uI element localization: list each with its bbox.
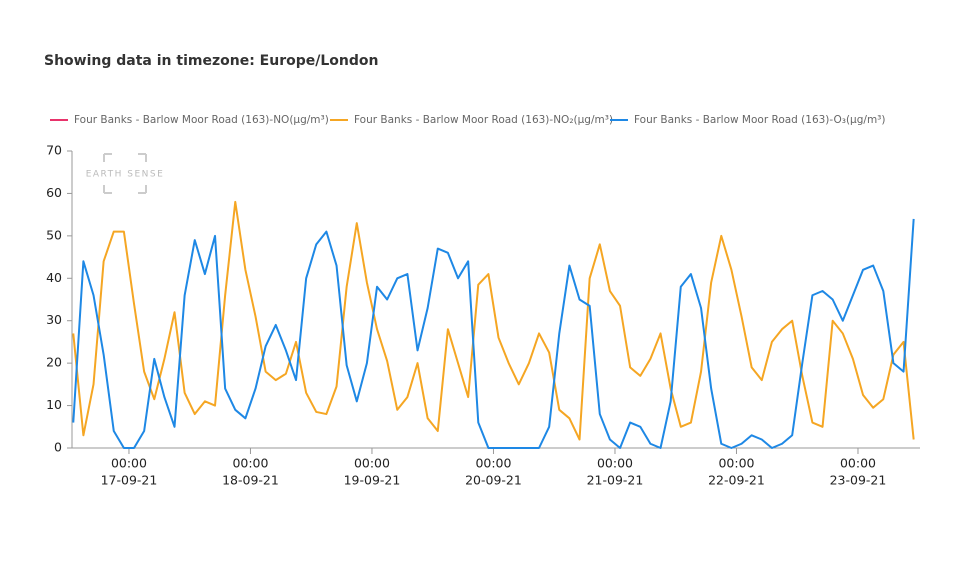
x-tick-label: 00:00 <box>597 456 633 471</box>
x-tick-label: 00:00 <box>718 456 754 471</box>
x-tick-label: 00:00 <box>354 456 390 471</box>
y-tick-label: 0 <box>54 440 62 455</box>
x-tick-label: 21-09-21 <box>587 473 644 488</box>
y-tick-label: 70 <box>46 143 62 158</box>
watermark: EARTH SENSE <box>86 170 165 180</box>
y-tick-label: 60 <box>46 185 62 200</box>
x-tick-label: 17-09-21 <box>101 473 158 488</box>
legend-label: Four Banks - Barlow Moor Road (163)-O₃(µ… <box>634 114 885 126</box>
watermark-logo <box>103 153 147 194</box>
data-line <box>72 200 915 441</box>
x-tick-label: 23-09-21 <box>830 473 887 488</box>
y-tick-label: 20 <box>46 355 62 370</box>
chart-title: Showing data in timezone: Europe/London <box>44 53 378 69</box>
x-tick-label: 22-09-21 <box>708 473 765 488</box>
x-tick-label: 19-09-21 <box>344 473 401 488</box>
x-tick-label: 18-09-21 <box>222 473 279 488</box>
x-tick-label: 00:00 <box>840 456 876 471</box>
y-tick-label: 50 <box>46 227 62 242</box>
y-tick-label: 40 <box>46 270 62 285</box>
x-tick-label: 00:00 <box>232 456 268 471</box>
y-tick-label: 30 <box>46 312 62 327</box>
legend-label: Four Banks - Barlow Moor Road (163)-NO(µ… <box>74 114 329 126</box>
x-tick-label: 20-09-21 <box>465 473 522 488</box>
x-tick-label: 00:00 <box>111 456 147 471</box>
legend-label: Four Banks - Barlow Moor Road (163)-NO₂(… <box>354 114 613 126</box>
y-tick-label: 10 <box>46 397 62 412</box>
x-tick-label: 00:00 <box>475 456 511 471</box>
data-line <box>72 218 915 449</box>
